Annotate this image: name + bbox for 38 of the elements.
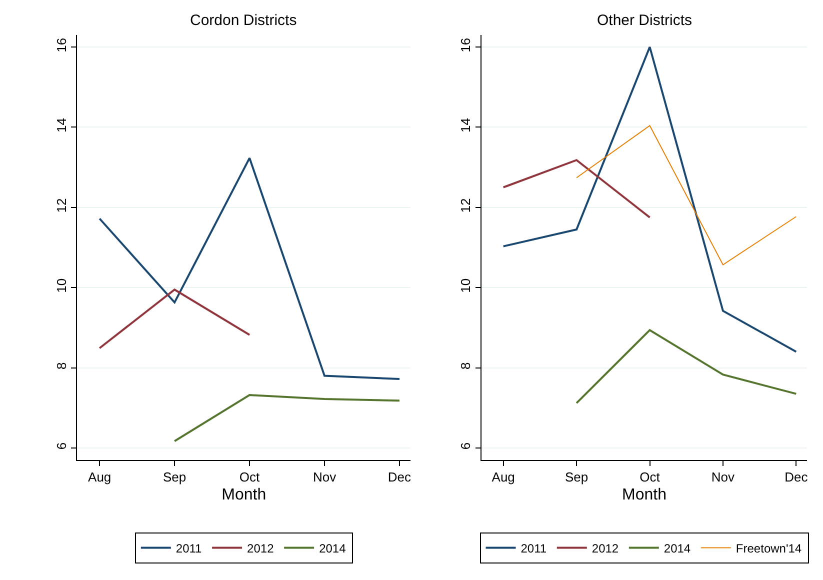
x-tick-label: Dec	[784, 470, 808, 485]
x-tick-label: Sep	[564, 470, 588, 485]
y-tick-label: 14	[458, 118, 474, 133]
x-tick-label: Oct	[239, 470, 260, 485]
legend-label: 2014	[664, 541, 691, 556]
y-tick-label: 10	[54, 278, 69, 293]
y-tick-label: 16	[54, 38, 69, 52]
y-tick-label: 6	[54, 442, 69, 450]
chart-title: Cordon Districts	[190, 12, 297, 29]
y-tick-label: 12	[54, 198, 69, 213]
y-tick-label: 8	[458, 362, 474, 370]
x-tick-label: Sep	[162, 470, 186, 485]
legend-label: 2012	[592, 541, 619, 556]
x-tick-label: Aug	[492, 470, 515, 485]
y-tick-label: 6	[458, 442, 474, 450]
line-series	[502, 46, 798, 353]
line-series	[174, 394, 400, 442]
x-tick-label: Nov	[711, 470, 736, 485]
x-tick-label: Oct	[640, 470, 660, 485]
y-tick-label: 14	[54, 118, 69, 133]
legend-label: 2011	[520, 541, 547, 556]
legend-label: 2014	[319, 541, 346, 556]
x-tick-label: Dec	[388, 470, 412, 485]
y-tick-label: 8	[54, 362, 69, 370]
legend-label: Freetown'14	[736, 541, 802, 556]
x-tick-label: Aug	[88, 470, 112, 485]
y-tick-label: 12	[458, 198, 474, 213]
line-series	[576, 125, 797, 266]
line-series	[98, 157, 400, 380]
y-tick-label: 16	[458, 38, 474, 52]
chart-title: Other Districts	[597, 12, 692, 29]
y-tick-label: 10	[458, 278, 474, 293]
legend-label: 2012	[247, 541, 274, 556]
legend-label: 2011	[176, 541, 202, 556]
x-axis-title: Month	[622, 486, 666, 504]
x-axis-title: Month	[222, 486, 266, 504]
x-tick-label: Nov	[312, 470, 337, 485]
line-series	[576, 329, 798, 404]
